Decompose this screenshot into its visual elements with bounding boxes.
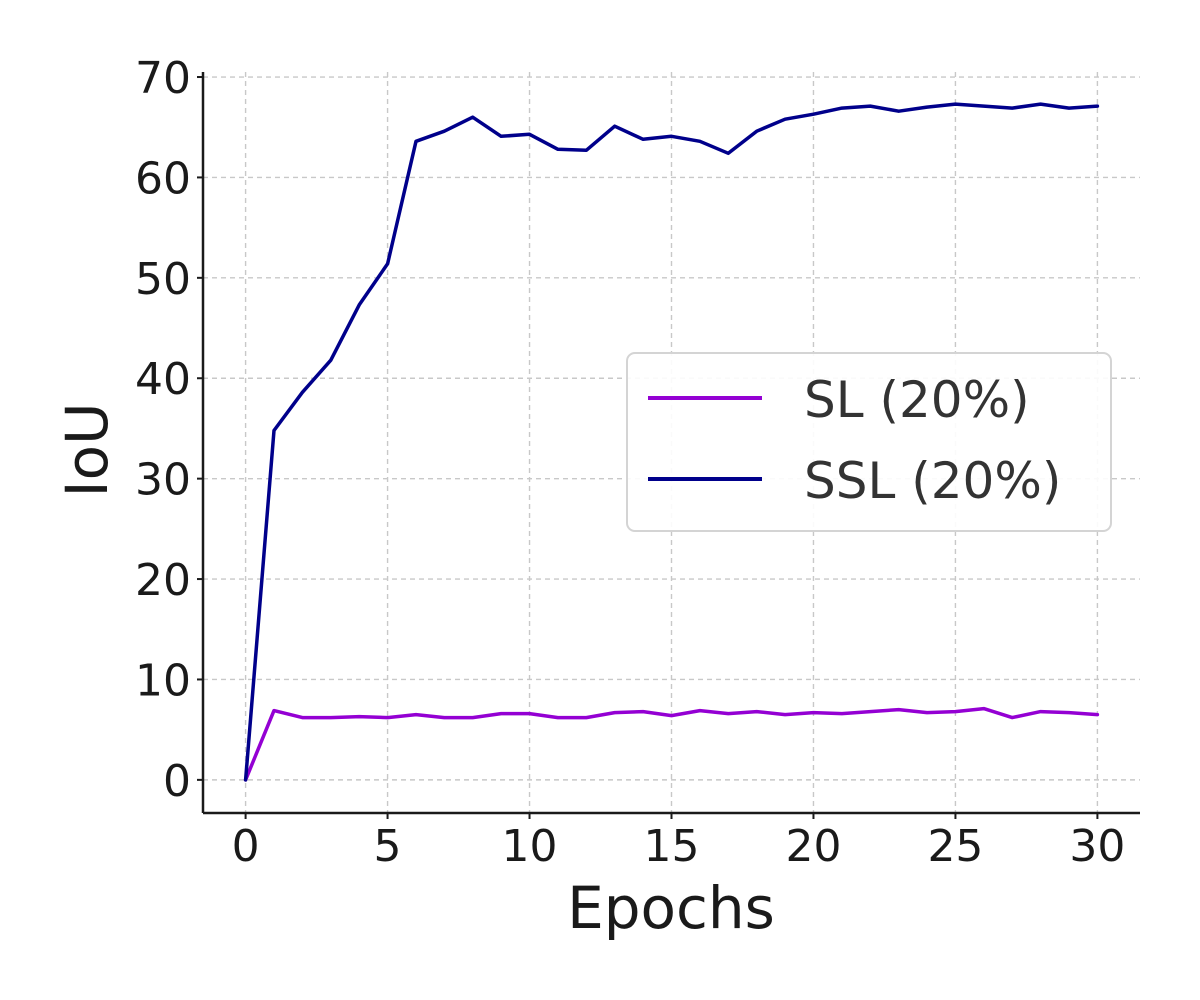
y-tick-label: 60	[135, 153, 191, 204]
legend-label-ssl: SSL (20%)	[804, 452, 1061, 510]
y-tick-label: 50	[135, 254, 191, 305]
x-tick-label: 15	[644, 821, 700, 872]
y-tick-label: 40	[135, 354, 191, 405]
y-tick-label: 0	[163, 756, 191, 807]
y-axis-title: IoU	[53, 402, 121, 497]
x-tick-label: 25	[927, 821, 983, 872]
series-line-ssl	[243, 102, 1100, 782]
x-tick-label: 5	[374, 821, 402, 872]
series-line-sl	[243, 706, 1100, 782]
legend-label-sl: SL (20%)	[804, 371, 1030, 429]
x-tick-label: 20	[785, 821, 841, 872]
ticks: 0 5 10 15 20 25 30 0 10 20 30 40 50 60 70	[135, 53, 1125, 872]
y-tick-label: 70	[135, 53, 191, 104]
x-tick-label: 10	[502, 821, 558, 872]
x-tick-label: 30	[1069, 821, 1125, 872]
y-tick-label: 10	[135, 655, 191, 706]
x-tick-label: 0	[232, 821, 260, 872]
y-tick-label: 20	[135, 555, 191, 606]
x-axis-title: Epochs	[567, 874, 775, 942]
series	[243, 102, 1100, 782]
legend: SL (20%) SSL (20%)	[626, 352, 1112, 532]
y-tick-label: 30	[135, 455, 191, 506]
